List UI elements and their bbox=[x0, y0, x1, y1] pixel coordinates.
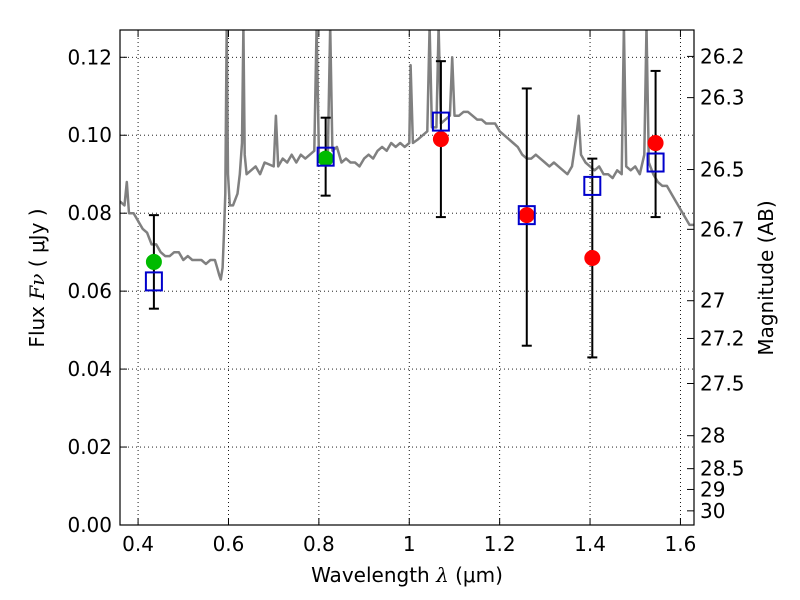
x-tick-label: 1.2 bbox=[484, 532, 516, 556]
model-point bbox=[316, 146, 335, 167]
y2-tick-label: 27.5 bbox=[700, 371, 745, 395]
y2-tick-label: 26.3 bbox=[700, 86, 745, 110]
y-tick-label: 0.08 bbox=[67, 201, 112, 225]
observed-points bbox=[145, 131, 664, 270]
model-point bbox=[646, 152, 665, 173]
y2-tick-label: 30 bbox=[700, 499, 725, 523]
y2-tick-label: 28.5 bbox=[700, 457, 745, 481]
y-tick-label: 0.06 bbox=[67, 279, 112, 303]
model-point bbox=[431, 111, 450, 132]
observed-point bbox=[317, 150, 334, 167]
y-tick-label: 0.10 bbox=[67, 123, 112, 147]
observed-point bbox=[145, 253, 162, 270]
x-tick-label: 0.8 bbox=[303, 532, 335, 556]
observed-point bbox=[584, 250, 601, 267]
model-spectrum-line bbox=[120, 30, 694, 281]
y2-tick-label: 27.2 bbox=[700, 326, 745, 350]
model-points bbox=[144, 111, 665, 292]
x-tick-label: 1.4 bbox=[574, 532, 606, 556]
y-tick-label: 0.00 bbox=[67, 513, 112, 537]
y2-tick-label: 27 bbox=[700, 289, 725, 313]
x-tick-label: 1.6 bbox=[665, 532, 697, 556]
spectrum-layer bbox=[120, 30, 694, 281]
x-axis: 0.4 0.6 0.8 1 1.2 1.4 1.6 bbox=[122, 30, 696, 556]
x-tick-label: 0.4 bbox=[122, 532, 154, 556]
x-tick-label: 1 bbox=[403, 532, 416, 556]
observed-point bbox=[647, 135, 664, 152]
y2-tick-label: 28 bbox=[700, 424, 725, 448]
grid bbox=[120, 30, 694, 526]
y-tick-label: 0.04 bbox=[67, 357, 112, 381]
y-tick-label: 0.02 bbox=[67, 435, 112, 459]
x-tick-label: 0.6 bbox=[213, 532, 245, 556]
observed-point bbox=[518, 207, 535, 224]
y-tick-label: 0.12 bbox=[67, 45, 112, 69]
plot-frame bbox=[119, 29, 695, 526]
model-point bbox=[583, 175, 602, 196]
observed-point bbox=[432, 131, 449, 148]
model-point bbox=[144, 271, 163, 292]
y-axis-label: Flux Fν ( μJy ) bbox=[25, 208, 49, 347]
y2-tick-label: 26.7 bbox=[700, 217, 745, 241]
x-axis-label: Wavelength λ (μm) bbox=[311, 563, 503, 587]
y2-tick-label: 29 bbox=[700, 477, 725, 501]
y-axis: 0.00 0.02 0.04 0.06 0.08 0.10 0.12 bbox=[67, 45, 127, 537]
y2-tick-label: 26.2 bbox=[700, 44, 745, 68]
y2-tick-label: 26.5 bbox=[700, 158, 745, 182]
y2-axis-label: Magnitude (AB) bbox=[754, 200, 778, 355]
model-point bbox=[517, 205, 536, 226]
